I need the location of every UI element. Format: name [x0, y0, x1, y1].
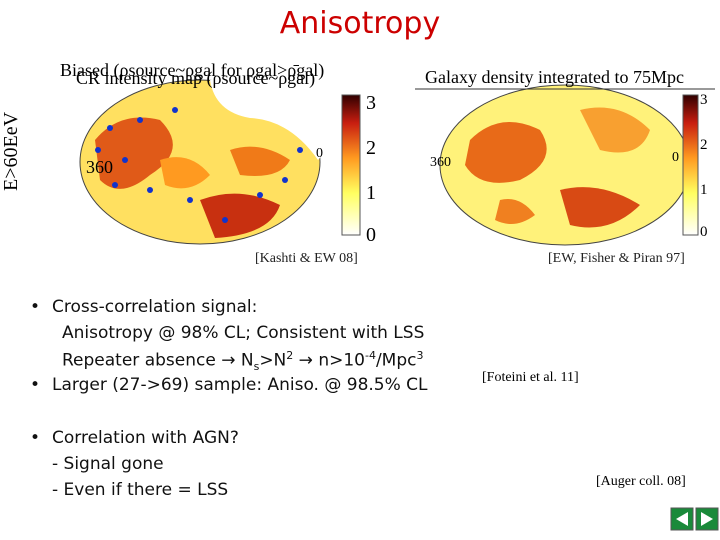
bullet-text: Cross-correlation signal:: [52, 297, 258, 317]
right-heading: Galaxy density integrated to 75Mpc: [425, 67, 684, 87]
bullet-text: Larger (27->69) sample: Aniso. @ 98.5% C…: [52, 375, 428, 395]
bullet-subline: - Even if there = LSS: [52, 480, 228, 500]
reference: [Auger coll. 08]: [596, 474, 686, 489]
text-run: >N: [259, 350, 287, 371]
text-run: - Even if there = LSS: [52, 480, 229, 500]
colorbar-label: 1: [366, 182, 376, 204]
bullet-dot: •: [30, 428, 41, 448]
left-map: [79, 78, 361, 245]
colorbar-label: 2: [700, 137, 708, 153]
text-run: 3: [416, 349, 424, 362]
left-heading-intensity: CR intensity map (ρsource~ρgal): [76, 68, 316, 88]
text-run: → n>10: [293, 350, 365, 371]
bullet-subline: Repeater absence → Ns>N2 → n>10-4/Mpc3: [62, 349, 424, 373]
lon-right: 0: [316, 146, 323, 161]
colorbar-label: 3: [700, 92, 708, 108]
left-heading-biased: Biased (ρsource~ρgal for ρgal>ρ̄gal): [60, 60, 325, 80]
colorbar-label: 3: [366, 92, 376, 114]
bullet-dot: •: [30, 297, 41, 317]
energy-label: E>60EeV: [0, 111, 23, 192]
colorbar-label: 0: [700, 224, 708, 240]
bullet-text: Correlation with AGN?: [52, 428, 239, 448]
bullet-subline: - Signal gone: [52, 454, 164, 474]
text-run: - Signal gone: [52, 454, 164, 474]
left-reference: [Kashti & EW 08]: [255, 251, 358, 266]
lon-left: 360: [430, 155, 451, 170]
text-run: -4: [364, 349, 376, 362]
reference: [Foteini et al. 11]: [482, 370, 579, 385]
right-map: [439, 84, 699, 246]
text-run: Repeater absence → N: [62, 350, 254, 371]
colorbar-label: 2: [366, 137, 376, 159]
text-run: Anisotropy @ 98% CL; Consistent with LSS: [62, 323, 425, 343]
text-run: s: [253, 360, 260, 374]
text-run: /Mpc: [375, 350, 417, 371]
nav-forward-arrow: [701, 512, 713, 526]
lon-right: 0: [672, 150, 679, 165]
nav-back-arrow: [676, 512, 688, 526]
text-run: 2: [286, 349, 294, 362]
bullet-dot: •: [30, 375, 41, 395]
colorbar-label: 0: [366, 224, 376, 246]
slide-title: Anisotropy: [279, 6, 441, 41]
lon-left: 360: [86, 157, 113, 177]
right-reference: [EW, Fisher & Piran 97]: [548, 251, 685, 266]
bullet-subline: Anisotropy @ 98% CL; Consistent with LSS: [62, 323, 424, 343]
colorbar-label: 1: [700, 182, 708, 198]
